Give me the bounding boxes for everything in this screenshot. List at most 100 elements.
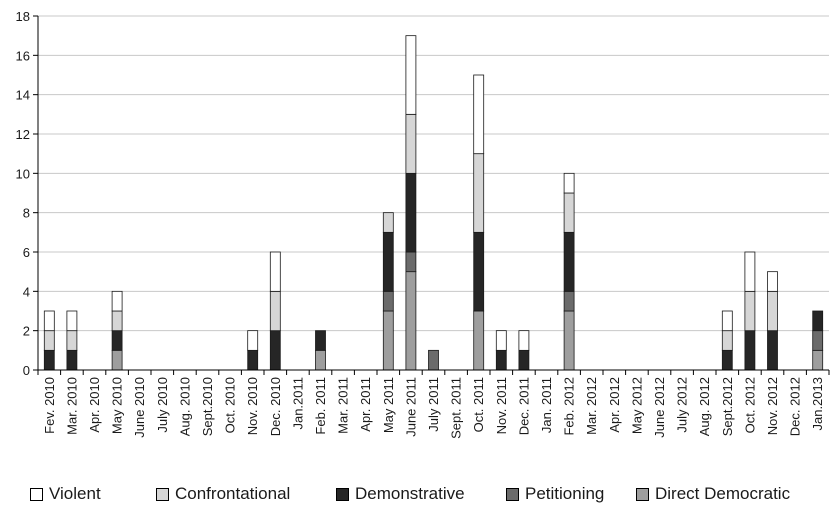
x-tick-label: Nov. 2012: [765, 377, 780, 435]
y-tick-label: 16: [16, 48, 30, 63]
bar-segment: [405, 113, 417, 174]
bar-segment: [563, 231, 575, 292]
bar-segment: [269, 330, 281, 371]
bar-segment: [767, 271, 778, 292]
axes: [37, 16, 829, 371]
bar-segment: [382, 310, 394, 371]
bar-segment: [269, 251, 281, 292]
x-tick-label: May 2012: [629, 377, 644, 434]
bar-segment: [405, 172, 417, 253]
bar-segment: [744, 330, 756, 371]
legend-item: Demonstrative: [336, 483, 465, 505]
bar-segment: [43, 349, 55, 371]
x-tick-label: Fev. 2010: [42, 377, 57, 434]
x-tick-label: Dec. 2011: [516, 377, 531, 435]
bar-segment: [563, 172, 575, 194]
legend-swatch: [156, 487, 169, 501]
x-tick-label: Mar. 2011: [336, 377, 351, 434]
x-tick-label: Aug. 2010: [177, 377, 192, 436]
bar-segment: [247, 349, 259, 371]
legend-swatch: [336, 487, 349, 501]
x-tick-label: Nov. 2010: [245, 377, 260, 435]
legend-item: Confrontational: [156, 483, 290, 505]
bar-segment: [315, 349, 326, 371]
bar-segment: [111, 290, 123, 312]
x-tick-label: Sept.2010: [200, 377, 215, 436]
bar-segment: [382, 231, 394, 292]
legend-label: Confrontational: [175, 484, 291, 503]
bar-segment: [111, 310, 123, 332]
stacked-bar-chart: 0 2 4 6 8 10 12 14 16 18 Fev. 2010 Mar. 2010 Apr. 2…: [16, 9, 830, 439]
x-tick-label: June 2010: [132, 377, 147, 438]
bar-segment: [43, 330, 55, 351]
bar-segment: [563, 192, 575, 233]
x-tick-label: Dec. 2010: [268, 377, 283, 436]
bar-segment: [405, 251, 417, 273]
x-tick-label: Oct. 2010: [223, 377, 238, 433]
bar-segment: [744, 251, 756, 292]
bar-segment: [247, 330, 259, 351]
y-tick-label: 10: [16, 166, 30, 181]
bar-segment: [473, 153, 485, 233]
x-axis-ticks: Fev. 2010 Mar. 2010 Apr. 2010 May 2010 June …: [37, 370, 830, 439]
x-tick-label: June 2011: [403, 377, 418, 437]
y-tick-label: 8: [23, 206, 30, 221]
bar-segment: [812, 349, 824, 371]
y-tick-label: 12: [16, 127, 30, 142]
y-tick-label: 14: [16, 88, 30, 103]
bars: [43, 35, 824, 371]
bar-segment: [721, 310, 733, 332]
legend-label: Violent: [49, 484, 101, 503]
x-tick-label: July 2011: [426, 377, 441, 432]
bar-segment: [812, 310, 824, 332]
bar-segment: [43, 310, 55, 332]
bar-segment: [382, 290, 394, 312]
x-tick-label: Feb. 2011: [313, 377, 328, 435]
bar-segment: [767, 290, 778, 332]
x-tick-label: Oct. 2012: [742, 377, 757, 433]
x-tick-label: Apr. 2011: [358, 377, 373, 432]
x-tick-label: July 2010: [155, 377, 170, 433]
legend-swatch: [636, 487, 649, 501]
x-tick-label: Nov. 2011: [494, 377, 509, 434]
legend-swatch: [506, 487, 519, 501]
x-tick-label: Jan.2011: [290, 377, 305, 430]
bar-segment: [473, 231, 485, 312]
y-axis-ticks: 0 2 4 6 8 10 12 14 16 18: [16, 9, 38, 378]
bar-segment: [767, 330, 778, 371]
x-tick-label: Mar. 2012: [584, 377, 599, 435]
bar-segment: [563, 310, 575, 371]
bar-segment: [495, 349, 507, 371]
legend-label: Petitioning: [525, 484, 605, 503]
legend-swatch: [30, 487, 43, 501]
bar-segment: [744, 290, 756, 332]
gridlines: [38, 15, 829, 332]
bar-segment: [66, 349, 78, 371]
y-tick-label: 4: [23, 284, 30, 299]
legend-label: Demonstrative: [355, 484, 465, 503]
legend-item: Violent: [30, 483, 101, 505]
x-tick-label: Sept. 2011: [449, 377, 464, 439]
x-tick-label: Mar. 2010: [64, 377, 79, 435]
bar-segment: [721, 330, 733, 351]
y-tick-label: 18: [16, 9, 30, 24]
bar-segment: [66, 310, 78, 332]
chart-legend: Violent Confrontational Demonstrative Petit…: [0, 483, 831, 505]
x-tick-label: Jan. 2011: [539, 377, 554, 433]
bar-segment: [563, 290, 575, 312]
bar-segment: [111, 330, 123, 351]
x-tick-label: Feb. 2012: [562, 377, 577, 436]
bar-segment: [269, 290, 281, 332]
bar-segment: [66, 330, 78, 351]
x-tick-label: Sept.2012: [720, 377, 735, 436]
legend-label: Direct Democratic: [655, 484, 791, 503]
x-tick-label: Dec. 2012: [788, 377, 803, 436]
bar-segment: [405, 271, 417, 371]
x-tick-label: July 2012: [675, 377, 690, 433]
legend-item: Petitioning: [506, 483, 604, 505]
x-tick-label: June 2012: [652, 377, 667, 438]
y-tick-label: 6: [23, 245, 30, 260]
bar-segment: [111, 349, 123, 371]
bar-segment: [382, 212, 394, 233]
x-tick-label: Apr. 2012: [607, 377, 622, 433]
